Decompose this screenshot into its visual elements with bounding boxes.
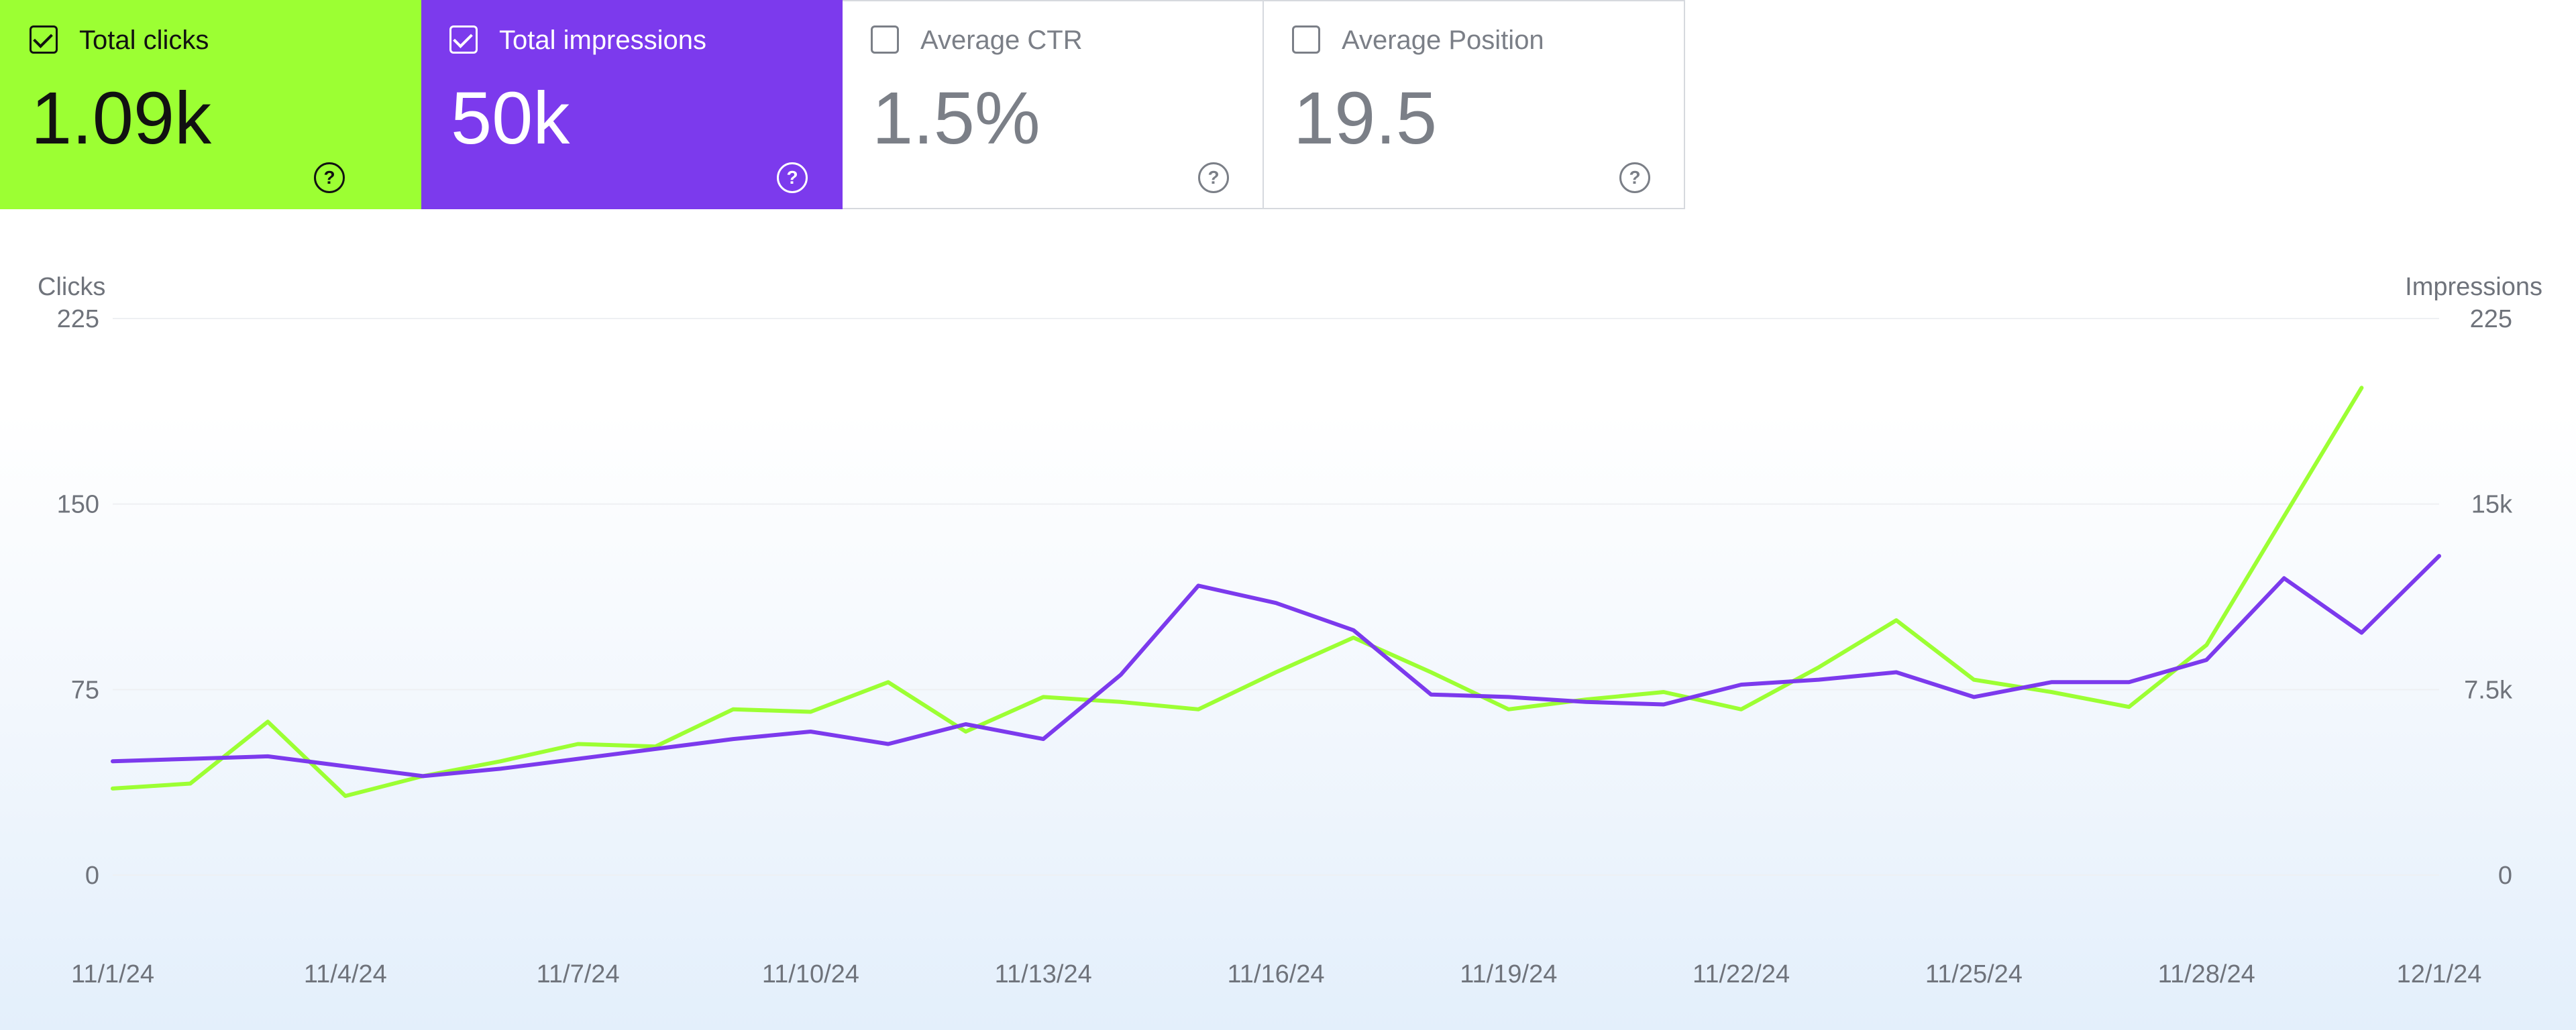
x-tick-label: 11/16/24 <box>1227 960 1324 988</box>
clicks-series-line <box>111 386 2364 798</box>
help-icon[interactable]: ? <box>1619 162 1650 193</box>
average-ctr-label: Average CTR <box>920 25 1083 55</box>
average-position-checkbox[interactable] <box>1292 25 1320 54</box>
x-tick-label: 12/1/24 <box>2397 960 2482 988</box>
grid-lines <box>113 318 2439 876</box>
total-clicks-card[interactable]: Total clicks 1.09k ? <box>0 0 421 209</box>
total-clicks-checkbox[interactable] <box>30 25 58 54</box>
total-impressions-card[interactable]: Total impressions 50k ? <box>421 0 843 209</box>
right-tick-label: 15k <box>2471 491 2513 519</box>
average-ctr-checkbox[interactable] <box>871 25 899 54</box>
total-clicks-value: 1.09k <box>31 77 212 160</box>
right-tick-label: 0 <box>2498 862 2512 890</box>
right-tick-label: 225 <box>2470 305 2512 333</box>
right-tick-label: 7.5k <box>2464 676 2513 704</box>
x-tick-label: 11/19/24 <box>1460 960 1557 988</box>
x-tick-label: 11/28/24 <box>2158 960 2255 988</box>
average-position-card[interactable]: Average Position 19.5 ? <box>1264 0 1685 209</box>
total-clicks-label: Total clicks <box>79 25 209 55</box>
help-icon[interactable]: ? <box>777 162 808 193</box>
x-tick-label: 11/22/24 <box>1693 960 1790 988</box>
left-tick-label: 150 <box>57 491 99 519</box>
series-lines <box>111 386 2441 798</box>
right-axis-label: Impressions <box>2405 273 2542 301</box>
x-axis-ticks: 11/1/24 11/4/24 11/7/24 11/10/24 11/13/24 11/… <box>71 960 2481 988</box>
x-tick-label: 11/4/24 <box>304 960 387 988</box>
total-impressions-label: Total impressions <box>499 25 707 55</box>
total-impressions-checkbox[interactable] <box>449 25 478 54</box>
metric-cards: Total clicks 1.09k ? Total impressions 5… <box>0 0 1685 209</box>
impressions-series-line <box>111 554 2441 779</box>
x-tick-label: 11/10/24 <box>762 960 859 988</box>
help-icon[interactable]: ? <box>1198 162 1229 193</box>
x-tick-label: 11/13/24 <box>995 960 1092 988</box>
right-axis-ticks: 225 15k 7.5k 0 <box>2464 305 2513 890</box>
left-tick-label: 0 <box>85 862 99 890</box>
average-ctr-value: 1.5% <box>872 77 1040 160</box>
left-axis-ticks: 225 150 75 0 <box>57 305 99 890</box>
left-tick-label: 225 <box>57 305 99 333</box>
total-impressions-value: 50k <box>451 77 570 160</box>
left-tick-label: 75 <box>71 676 99 704</box>
average-position-label: Average Position <box>1342 25 1544 55</box>
left-axis-label: Clicks <box>38 273 105 301</box>
average-ctr-card[interactable]: Average CTR 1.5% ? <box>843 0 1264 209</box>
x-tick-label: 11/25/24 <box>1925 960 2023 988</box>
help-icon[interactable]: ? <box>314 162 345 193</box>
x-tick-label: 11/1/24 <box>71 960 154 988</box>
x-tick-label: 11/7/24 <box>537 960 620 988</box>
average-position-value: 19.5 <box>1293 77 1438 160</box>
